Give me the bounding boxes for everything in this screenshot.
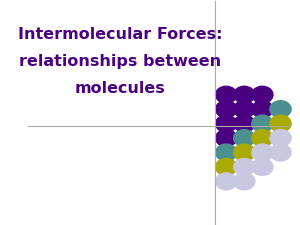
Circle shape	[270, 130, 291, 146]
Circle shape	[216, 144, 237, 161]
Circle shape	[234, 101, 255, 118]
Circle shape	[234, 115, 255, 132]
Text: relationships between: relationships between	[19, 54, 221, 69]
Circle shape	[252, 144, 273, 161]
Circle shape	[216, 115, 237, 132]
Circle shape	[270, 101, 291, 118]
Text: molecules: molecules	[75, 81, 166, 96]
Circle shape	[216, 86, 237, 103]
Circle shape	[252, 115, 273, 132]
Circle shape	[234, 144, 255, 161]
Circle shape	[216, 158, 237, 176]
Circle shape	[270, 144, 291, 161]
Circle shape	[252, 158, 273, 176]
Circle shape	[234, 173, 255, 190]
Circle shape	[252, 130, 273, 146]
Circle shape	[216, 130, 237, 146]
Circle shape	[216, 101, 237, 118]
Circle shape	[234, 158, 255, 176]
Circle shape	[234, 86, 255, 103]
Circle shape	[234, 130, 255, 146]
Circle shape	[216, 173, 237, 190]
Text: Intermolecular Forces:: Intermolecular Forces:	[18, 27, 223, 42]
Circle shape	[252, 86, 273, 103]
Circle shape	[252, 101, 273, 118]
Circle shape	[270, 115, 291, 132]
